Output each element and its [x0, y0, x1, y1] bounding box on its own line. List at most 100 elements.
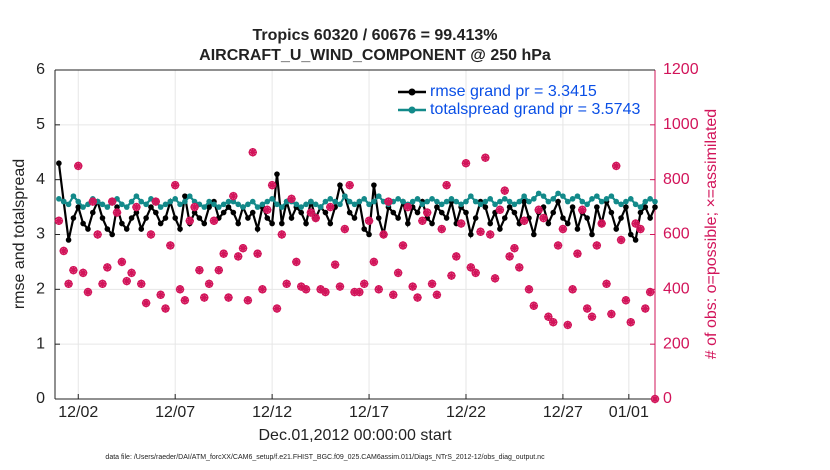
- series-marker: [594, 193, 600, 199]
- obs-assimilated: [389, 290, 398, 300]
- series-marker: [182, 193, 188, 199]
- series-marker: [75, 198, 82, 205]
- x-tick-label: 01/01: [609, 404, 649, 421]
- obs-marker: [364, 216, 374, 225]
- obs-assimilated: [602, 279, 611, 289]
- obs-assimilated: [549, 318, 558, 327]
- obs-marker: [238, 244, 248, 253]
- obs-assimilated: [272, 304, 282, 313]
- series-marker: [90, 209, 96, 216]
- series-marker: [172, 196, 178, 202]
- obs-marker: [112, 208, 122, 217]
- series-marker: [201, 220, 208, 227]
- series-marker: [337, 201, 343, 208]
- obs-marker: [423, 208, 432, 217]
- obs-marker: [277, 230, 287, 239]
- series-marker: [409, 198, 416, 205]
- series-marker: [167, 198, 174, 205]
- series-marker: [279, 204, 285, 210]
- series-marker: [487, 196, 494, 202]
- series-marker: [119, 201, 125, 208]
- obs-assimilated: [98, 279, 107, 289]
- series-marker: [652, 204, 658, 210]
- obs-marker: [69, 265, 78, 275]
- obs-assimilated: [127, 268, 136, 278]
- obs-marker: [301, 285, 311, 294]
- obs-marker: [495, 205, 505, 215]
- obs-assimilated: [297, 282, 306, 291]
- series-marker: [497, 226, 503, 232]
- obs-marker: [403, 202, 413, 212]
- obs-marker: [466, 263, 476, 272]
- y-tick-label: 2: [36, 281, 45, 298]
- series-marker: [414, 209, 421, 216]
- y-tick-label: 5: [36, 116, 45, 133]
- series-marker: [526, 198, 532, 205]
- obs-marker: [621, 296, 631, 305]
- obs-assimilated: [64, 279, 73, 289]
- series-marker: [206, 204, 212, 210]
- series-marker: [482, 198, 489, 205]
- series-marker: [249, 198, 256, 205]
- obs-marker: [326, 202, 335, 212]
- obs-marker: [553, 241, 563, 250]
- x-tick-label: 12/17: [349, 404, 389, 421]
- y2-tick-label: 1200: [663, 61, 699, 78]
- obs-marker: [345, 180, 354, 190]
- x-axis-label: Dec.01,2012 00:00:00 start: [258, 427, 452, 444]
- obs-assimilated: [78, 268, 88, 278]
- obs-marker: [209, 216, 219, 225]
- series-marker: [395, 215, 401, 221]
- series-marker: [351, 215, 358, 221]
- obs-marker: [384, 197, 393, 206]
- obs-marker: [597, 219, 606, 228]
- series-marker: [438, 201, 445, 208]
- series-marker: [516, 198, 523, 205]
- series-marker: [298, 209, 305, 216]
- obs-marker: [645, 287, 655, 297]
- obs-marker: [408, 282, 417, 291]
- obs-marker: [258, 285, 267, 294]
- series-marker: [618, 201, 624, 208]
- obs-assimilated: [345, 180, 354, 190]
- obs-assimilated: [505, 252, 514, 261]
- obs-assimilated: [122, 276, 131, 286]
- obs-assimilated: [93, 230, 102, 239]
- obs-marker: [185, 216, 194, 225]
- series-marker: [342, 193, 348, 199]
- series-marker: [99, 215, 106, 221]
- obs-assimilated: [481, 153, 490, 162]
- obs-marker: [563, 320, 572, 330]
- series-marker: [225, 204, 232, 210]
- series-marker: [443, 198, 450, 205]
- series-marker: [186, 193, 193, 199]
- series-marker: [448, 196, 455, 202]
- series-marker: [104, 204, 111, 210]
- obs-assimilated: [258, 285, 267, 294]
- obs-assimilated: [360, 279, 369, 289]
- series-marker: [298, 204, 305, 210]
- series-marker: [506, 204, 513, 210]
- obs-marker: [592, 241, 602, 250]
- series-marker: [419, 201, 426, 208]
- series-marker: [589, 231, 595, 238]
- obs-assimilated: [495, 205, 505, 215]
- obs-marker: [456, 219, 466, 228]
- obs-marker: [461, 159, 471, 168]
- series-marker: [85, 226, 91, 232]
- series-marker: [521, 193, 527, 199]
- x-tick-label: 12/12: [252, 404, 292, 421]
- series-marker: [104, 226, 111, 232]
- obs-assimilated: [253, 249, 262, 258]
- obs-assimilated: [476, 227, 485, 236]
- obs-marker: [170, 180, 180, 190]
- obs-assimilated: [311, 213, 320, 223]
- series-marker: [162, 201, 169, 208]
- series-marker: [157, 220, 164, 227]
- obs-marker: [195, 265, 204, 275]
- obs-marker: [490, 274, 500, 283]
- obs-marker: [389, 290, 398, 300]
- obs-marker: [607, 309, 616, 319]
- obs-marker: [544, 312, 553, 321]
- series-marker: [191, 198, 198, 205]
